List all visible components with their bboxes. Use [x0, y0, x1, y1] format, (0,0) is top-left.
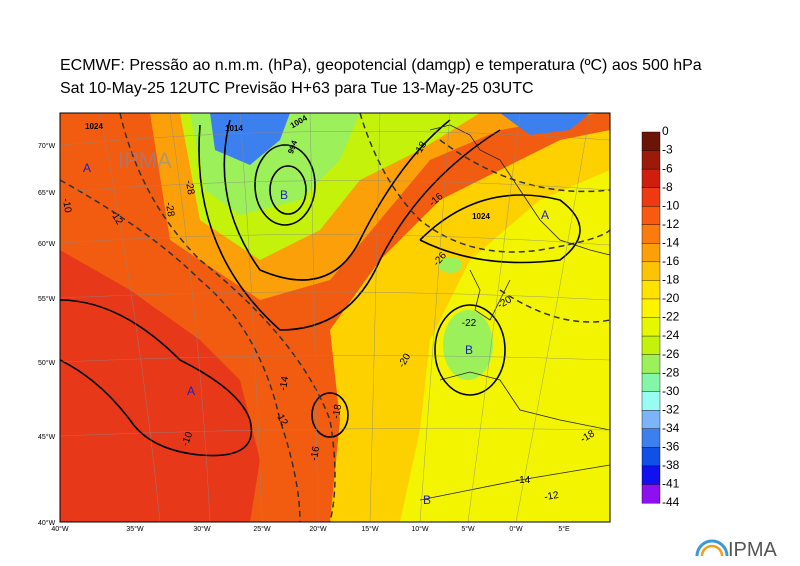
lon-label: 5°E: [558, 525, 570, 533]
colorbar-segment: [641, 150, 661, 170]
lon-label: 5°W: [461, 525, 475, 533]
colorbar-label: -44: [662, 495, 680, 509]
pressure-label: 994: [286, 139, 299, 155]
logo: IPMA: [728, 539, 778, 561]
colorbar-label: -32: [662, 402, 680, 416]
colorbar-segment: [641, 410, 661, 430]
title: ECMWF: Pressão ao n.m.m. (hPa), geopoten…: [60, 57, 702, 74]
lon-label: 30°W: [193, 525, 211, 533]
subtitle: Sat 10-May-25 12UTC Previsão H+63 para T…: [60, 80, 534, 97]
lat-label: 70°W: [38, 142, 56, 150]
colorbar-label: -41: [662, 477, 680, 491]
logo-icon: [700, 544, 724, 557]
colorbar-segment: [641, 317, 661, 337]
colorbar-segment: [641, 372, 661, 393]
colorbar-label: -34: [662, 421, 680, 435]
colorbar-label: -3: [662, 143, 673, 157]
temperature-label: -10: [60, 197, 73, 214]
map-frame: [59, 112, 611, 523]
colorbar-label: -8: [662, 180, 673, 194]
temperature-label: -14: [516, 475, 531, 486]
temperature-label: -10: [180, 430, 195, 448]
temperature-label: -12: [543, 490, 560, 503]
colorbar-segment: [641, 205, 661, 226]
colorbar-segment: [641, 428, 661, 448]
lat-label: 45°W: [38, 433, 56, 441]
colorbar-label: -30: [662, 384, 680, 398]
lon-label: 25°W: [253, 525, 271, 533]
colorbar-label: -16: [662, 254, 680, 268]
low-center: B: [280, 188, 288, 202]
lon-label: 20°W: [309, 525, 327, 533]
colorbar-segment: [641, 447, 661, 467]
temperature-label: -28: [183, 179, 196, 196]
high-center: A: [83, 161, 91, 175]
colorbar-segment: [641, 280, 661, 300]
colorbar-label: -20: [662, 291, 680, 305]
low-center: B: [423, 493, 431, 507]
colorbar-segment: [641, 465, 661, 485]
temperature-label: -22: [462, 318, 477, 329]
colorbar-label: -12: [662, 217, 680, 231]
colorbar-label: -6: [662, 161, 673, 175]
high-center: A: [187, 384, 195, 398]
colorbar-label: -36: [662, 440, 680, 454]
lat-label: 60°W: [38, 240, 56, 248]
lon-label: 10°W: [411, 525, 429, 533]
colorbar-label: 0: [662, 124, 669, 138]
colorbar-label: -22: [662, 310, 680, 324]
colorbar-label: -14: [662, 235, 680, 249]
temperature-label: -18: [331, 403, 344, 420]
colorbar-segment: [641, 298, 661, 319]
colorbar-label: -26: [662, 347, 680, 361]
colorbar-segment: [641, 484, 661, 504]
colorbar-label: -24: [662, 328, 680, 342]
pressure-label: 1014: [225, 124, 243, 133]
colorbar-segment: [641, 243, 661, 263]
colorbar-label: -28: [662, 365, 680, 379]
colorbar-segment: [641, 391, 661, 411]
lat-label: 50°W: [38, 359, 56, 367]
lat-label: 55°W: [38, 295, 56, 303]
logo-icon: [695, 539, 729, 557]
lon-label: 15°W: [361, 525, 379, 533]
colorbar-segment: [641, 187, 661, 207]
low-center: B: [465, 343, 473, 357]
lat-label: 40°W: [38, 519, 56, 527]
pressure-label: 1024: [85, 122, 103, 131]
temperature-label: -28: [163, 201, 176, 218]
colorbar-segment: [641, 354, 661, 374]
colorbar-segment: [641, 224, 661, 244]
colorbar-label: -38: [662, 458, 680, 472]
colorbar-label: -10: [662, 198, 680, 212]
lon-label: 0°W: [509, 525, 523, 533]
temperature-label: -14: [278, 375, 291, 392]
lon-label: 40°W: [51, 525, 69, 533]
map: IPMA: [60, 113, 610, 522]
colorbar-segment: [641, 261, 661, 281]
lat-label: 65°W: [38, 189, 56, 197]
colorbar-segment: [641, 168, 661, 189]
lon-label: 35°W: [126, 525, 144, 533]
colorbar-segment: [641, 335, 661, 356]
temperature-label: -16: [309, 445, 322, 462]
pressure-label: 1024: [472, 212, 490, 221]
colorbar-segment: [641, 131, 661, 152]
high-center: A: [541, 208, 549, 222]
colorbar-label: -18: [662, 273, 680, 287]
logo-watermark: IPMA: [118, 148, 172, 173]
